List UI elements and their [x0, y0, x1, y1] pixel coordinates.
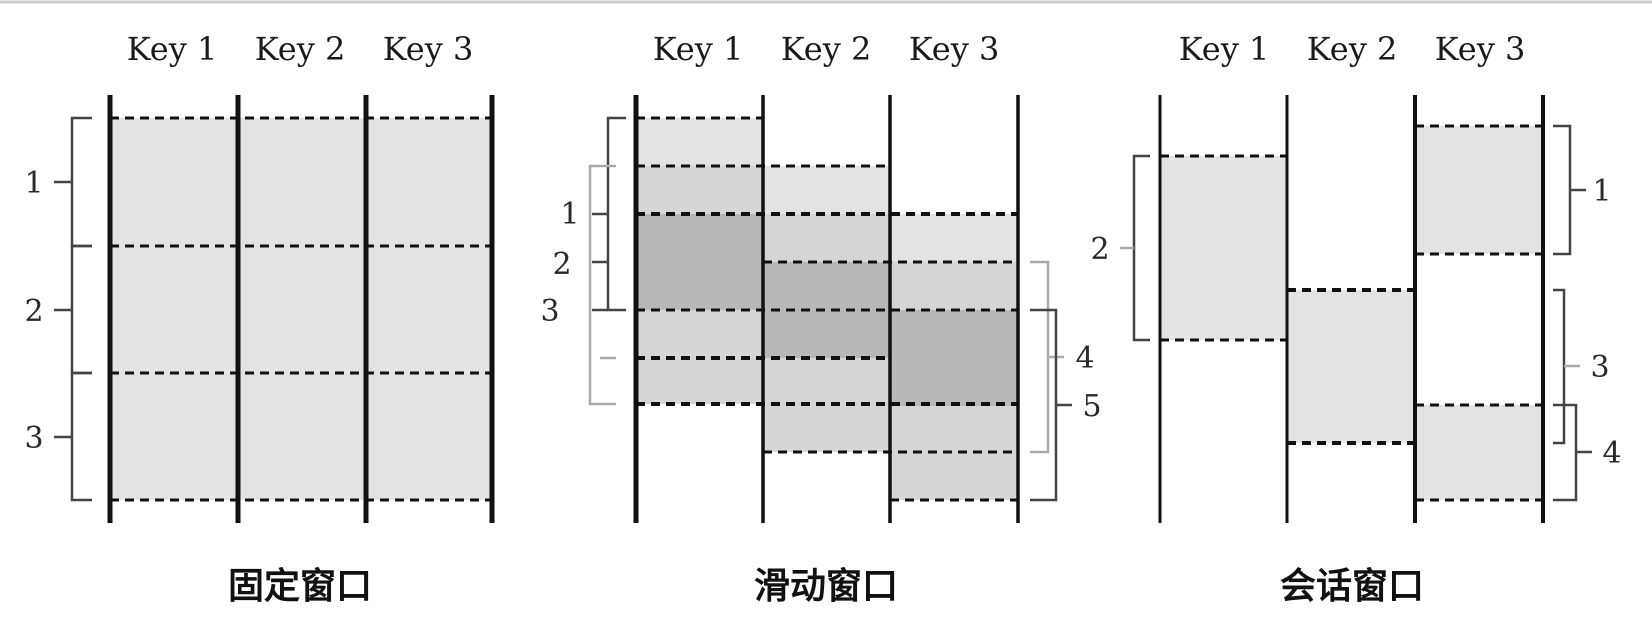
panel2-key2-dense — [763, 262, 890, 358]
panel1-key3-label: Key 3 — [383, 30, 474, 68]
panel1-window-label-1: 1 — [24, 166, 43, 201]
panel1-key-lines — [107, 95, 495, 523]
panel-fixed-window: Key 1 Key 2 Key 3 1 2 3 固定窗口 — [24, 30, 495, 607]
panel2-brackets — [588, 116, 1072, 502]
panel3-caption: 会话窗口 — [1280, 566, 1424, 607]
panel3-key2-session — [1287, 290, 1415, 443]
panel3-window-label-1: 1 — [1592, 174, 1611, 209]
panel1-dashes — [110, 116, 492, 502]
panel2-key-lines — [633, 95, 1020, 523]
panel3-key1-session — [1160, 156, 1287, 340]
panel3-key3-session-a — [1415, 126, 1543, 254]
panel2-key2-label: Key 2 — [781, 30, 872, 68]
panel-sliding-window: Key 1 Key 2 Key 3 — [540, 30, 1101, 607]
panel2-key3-label: Key 3 — [909, 30, 1000, 68]
panel3-window-label-3: 3 — [1590, 350, 1609, 385]
panel1-key2-label: Key 2 — [255, 30, 346, 68]
panel2-key3-dense — [890, 310, 1018, 406]
panel3-window-label-2: 2 — [1090, 232, 1109, 267]
panel3-key3-session-b — [1415, 405, 1543, 500]
panel2-window-label-4: 4 — [1075, 341, 1094, 376]
panel2-caption: 滑动窗口 — [754, 566, 898, 607]
panel3-key3-label: Key 3 — [1435, 30, 1526, 68]
panel2-key1-dense — [636, 214, 763, 310]
panel3-key2-label: Key 2 — [1307, 30, 1398, 68]
panel2-window-label-2: 2 — [552, 247, 571, 282]
panel3-brackets — [1120, 124, 1592, 502]
panel1-window-label-2: 2 — [24, 294, 43, 329]
panel-session-window: Key 1 Key 2 Key 3 — [1090, 30, 1621, 607]
panel3-key1-label: Key 1 — [1179, 30, 1270, 68]
panel2-window-label-5: 5 — [1082, 389, 1101, 424]
panel2-window-label-3: 3 — [540, 294, 559, 329]
panel2-key1-label: Key 1 — [653, 30, 744, 68]
panel1-caption: 固定窗口 — [228, 566, 372, 607]
panel1-brackets — [54, 116, 92, 502]
panel1-window-label-3: 3 — [24, 421, 43, 456]
panel3-window-label-4: 4 — [1602, 436, 1621, 471]
panel3-dashes — [1160, 124, 1543, 502]
panel1-key1-label: Key 1 — [127, 30, 218, 68]
panel3-key-lines — [1158, 95, 1545, 523]
panel1-fill — [110, 118, 492, 500]
panel2-window-label-1: 1 — [560, 197, 579, 232]
